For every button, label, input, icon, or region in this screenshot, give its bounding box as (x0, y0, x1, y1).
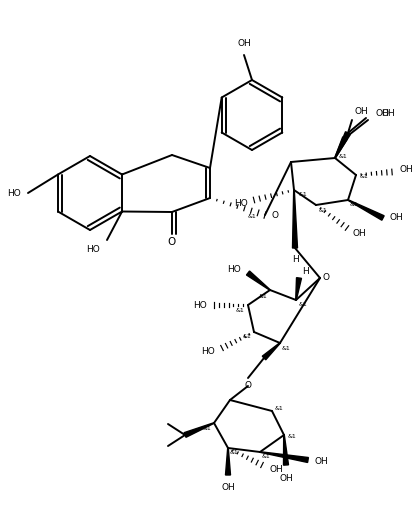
Polygon shape (226, 448, 231, 475)
Text: OH: OH (353, 228, 367, 237)
Text: OH: OH (315, 457, 329, 467)
Text: &1: &1 (202, 426, 211, 432)
Text: HO: HO (7, 188, 21, 197)
Polygon shape (284, 435, 289, 465)
Text: H: H (293, 256, 299, 265)
Text: &1: &1 (275, 406, 284, 412)
Polygon shape (292, 190, 297, 248)
Text: &1: &1 (288, 435, 297, 439)
Text: &1: &1 (299, 192, 308, 196)
Polygon shape (335, 137, 347, 158)
Text: &1: &1 (319, 208, 328, 214)
Text: &1: &1 (282, 345, 291, 351)
Text: OH: OH (237, 39, 251, 48)
Text: O: O (168, 237, 176, 247)
Polygon shape (262, 343, 280, 360)
Polygon shape (335, 132, 350, 158)
Polygon shape (246, 271, 270, 290)
Text: OH: OH (221, 483, 235, 492)
Text: &1: &1 (299, 302, 308, 308)
Text: &1: &1 (339, 153, 348, 159)
Text: HO: HO (227, 265, 241, 274)
Text: HO: HO (193, 300, 207, 310)
Text: O: O (244, 382, 251, 391)
Text: HO: HO (86, 246, 100, 255)
Text: &1: &1 (360, 174, 369, 180)
Polygon shape (296, 278, 301, 300)
Polygon shape (348, 200, 384, 220)
Text: &1: &1 (235, 309, 244, 313)
Text: OH: OH (400, 165, 414, 174)
Text: HO: HO (201, 348, 215, 356)
Text: O: O (323, 274, 330, 282)
Text: OH: OH (355, 108, 369, 117)
Text: OH: OH (270, 466, 284, 475)
Polygon shape (260, 452, 309, 463)
Text: OH: OH (382, 109, 396, 118)
Text: OH: OH (390, 213, 404, 222)
Text: &1: &1 (230, 450, 239, 456)
Polygon shape (184, 423, 214, 437)
Text: H: H (302, 268, 309, 277)
Text: &1: &1 (350, 203, 359, 207)
Text: &1: &1 (248, 214, 257, 218)
Text: &1: &1 (242, 334, 251, 340)
Text: &1: &1 (262, 455, 271, 459)
Text: O: O (272, 211, 279, 219)
Text: &1: &1 (258, 293, 267, 299)
Text: OH: OH (279, 474, 293, 483)
Text: HO: HO (234, 200, 248, 208)
Text: OH: OH (376, 110, 390, 119)
